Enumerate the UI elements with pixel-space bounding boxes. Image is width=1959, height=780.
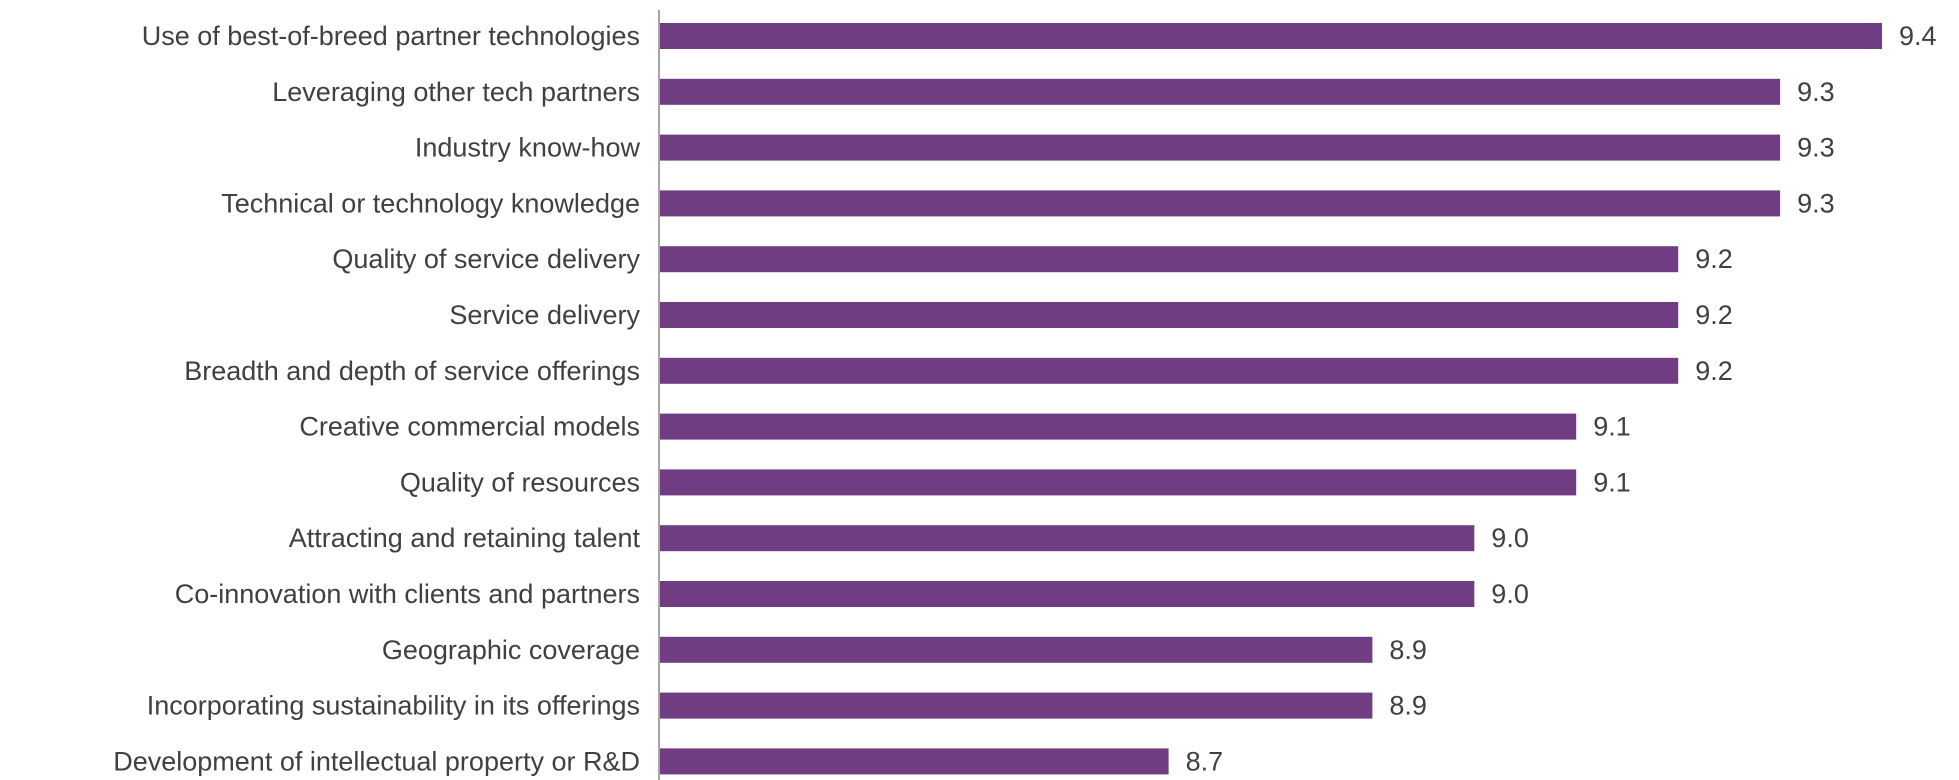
category-label: Industry know-how — [415, 133, 641, 163]
value-label: 9.3 — [1797, 188, 1835, 218]
bar — [659, 692, 1373, 719]
bar — [659, 525, 1475, 552]
bar — [659, 357, 1679, 384]
category-label: Quality of service delivery — [332, 244, 640, 274]
bar — [659, 190, 1781, 217]
value-label: 9.3 — [1797, 77, 1835, 107]
value-label: 9.4 — [1899, 21, 1937, 51]
category-label: Attracting and retaining talent — [289, 523, 641, 553]
value-label: 9.0 — [1491, 579, 1529, 609]
value-label: 9.2 — [1695, 300, 1733, 330]
value-label: 9.3 — [1797, 133, 1835, 163]
category-label: Geographic coverage — [382, 635, 640, 665]
category-label: Development of intellectual property or … — [113, 746, 640, 776]
category-label: Incorporating sustainability in its offe… — [147, 691, 640, 721]
category-label: Quality of resources — [400, 467, 640, 497]
bar — [659, 581, 1475, 607]
bar — [659, 246, 1679, 273]
value-label: 9.2 — [1695, 244, 1733, 274]
category-label: Use of best-of-breed partner technologie… — [142, 21, 640, 51]
value-label: 9.1 — [1593, 467, 1631, 497]
bar — [659, 302, 1679, 328]
value-label: 9.2 — [1695, 356, 1733, 386]
bar — [659, 78, 1781, 105]
value-label: 8.7 — [1186, 746, 1224, 776]
bars-group — [659, 23, 1882, 775]
category-labels-group: Use of best-of-breed partner technologie… — [113, 21, 640, 776]
bar — [659, 134, 1781, 161]
category-label: Breadth and depth of service offerings — [184, 356, 640, 386]
category-label: Technical or technology knowledge — [221, 188, 640, 218]
value-label: 9.1 — [1593, 412, 1631, 442]
value-label: 8.9 — [1389, 691, 1427, 721]
category-label: Leveraging other tech partners — [272, 77, 640, 107]
category-label: Creative commercial models — [299, 412, 640, 442]
bar — [659, 23, 1882, 49]
value-label: 8.9 — [1389, 635, 1427, 665]
value-labels-group: 9.4 9.3 9.3 9.3 9.2 9.2 9.2 9.1 9.1 9.0 9.0 8.9 8.9 8… — [1186, 21, 1937, 776]
bar — [659, 748, 1169, 775]
bar — [659, 469, 1577, 496]
bar — [659, 413, 1577, 440]
category-label: Service delivery — [449, 300, 640, 330]
value-label: 9.0 — [1491, 523, 1529, 553]
category-label: Co-innovation with clients and partners — [175, 579, 640, 609]
bar — [659, 636, 1373, 663]
